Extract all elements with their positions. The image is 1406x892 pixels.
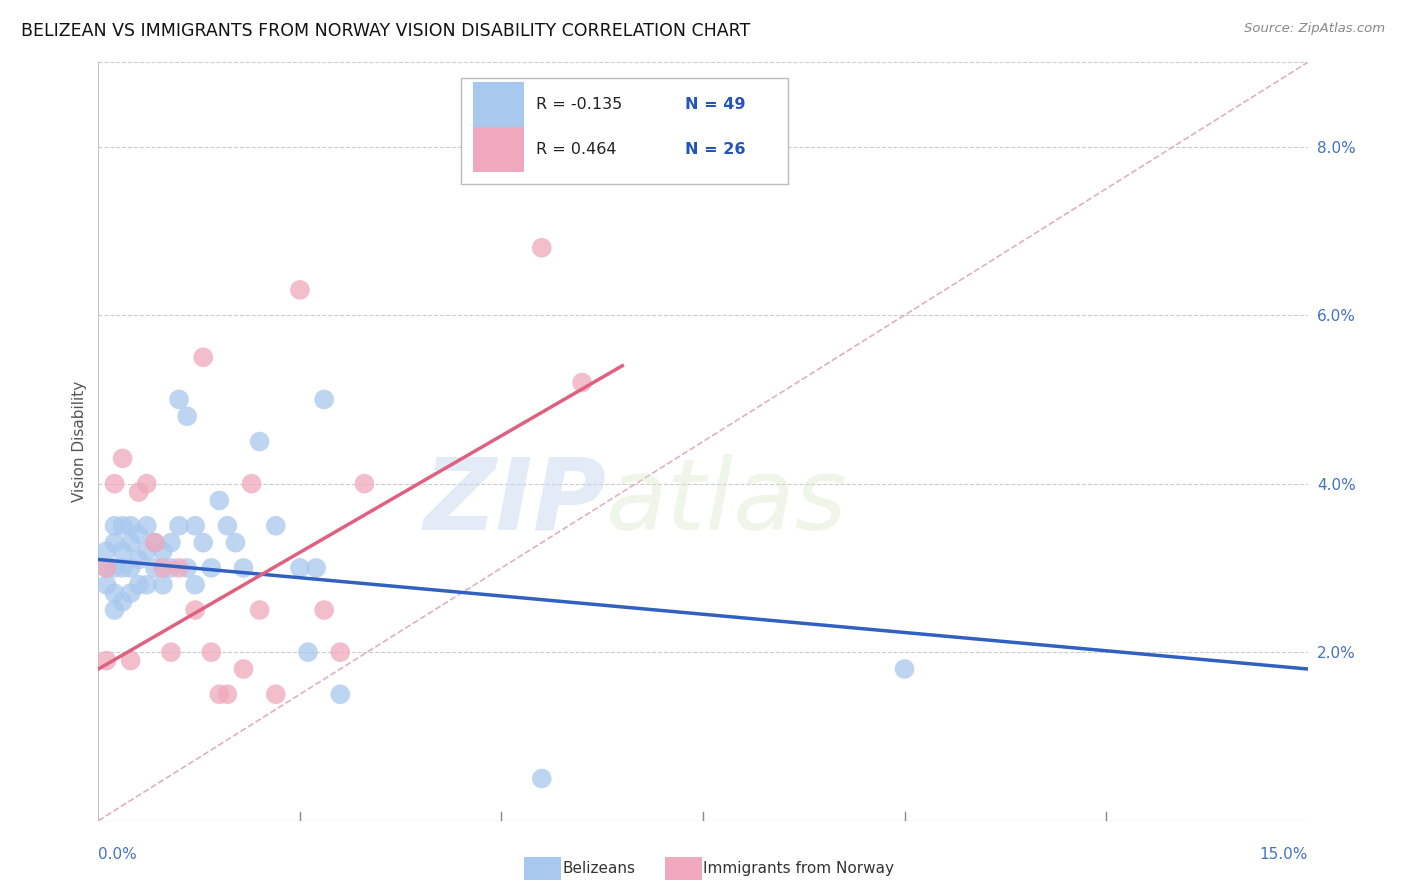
Point — [208, 493, 231, 508]
Point — [120, 586, 142, 600]
Point — [217, 518, 239, 533]
Point — [128, 485, 150, 500]
Point — [176, 409, 198, 424]
Point — [135, 578, 157, 592]
Point — [96, 654, 118, 668]
Point — [103, 603, 125, 617]
Point — [160, 535, 183, 549]
Point — [103, 535, 125, 549]
Point — [152, 578, 174, 592]
Point — [193, 351, 215, 365]
Point — [128, 527, 150, 541]
FancyBboxPatch shape — [474, 82, 524, 127]
Point — [167, 392, 190, 407]
Point — [111, 518, 134, 533]
Point — [103, 561, 125, 575]
Point — [200, 645, 222, 659]
Point — [232, 662, 254, 676]
Text: atlas: atlas — [606, 454, 848, 550]
Text: BELIZEAN VS IMMIGRANTS FROM NORWAY VISION DISABILITY CORRELATION CHART: BELIZEAN VS IMMIGRANTS FROM NORWAY VISIO… — [21, 22, 751, 40]
Point — [530, 241, 553, 255]
Point — [111, 561, 134, 575]
Point — [167, 518, 190, 533]
Text: R = 0.464: R = 0.464 — [536, 142, 617, 157]
Point — [314, 603, 336, 617]
Point — [184, 603, 207, 617]
Point — [264, 687, 287, 701]
Point — [167, 561, 190, 575]
Text: Immigrants from Norway: Immigrants from Norway — [703, 862, 894, 876]
Text: N = 49: N = 49 — [685, 96, 745, 112]
Point — [184, 518, 207, 533]
Point — [152, 561, 174, 575]
Point — [893, 662, 915, 676]
Point — [135, 544, 157, 558]
Point — [103, 476, 125, 491]
Point — [305, 561, 328, 575]
Point — [143, 535, 166, 549]
Point — [111, 451, 134, 466]
Text: N = 26: N = 26 — [685, 142, 745, 157]
Y-axis label: Vision Disability: Vision Disability — [72, 381, 87, 502]
Text: ZIP: ZIP — [423, 454, 606, 550]
Point — [160, 561, 183, 575]
Point — [111, 544, 134, 558]
Point — [103, 586, 125, 600]
Point — [96, 561, 118, 575]
Point — [143, 535, 166, 549]
Text: 0.0%: 0.0% — [98, 847, 138, 863]
Text: 15.0%: 15.0% — [1260, 847, 1308, 863]
Point — [152, 544, 174, 558]
Point — [96, 561, 118, 575]
Point — [96, 578, 118, 592]
Point — [288, 283, 311, 297]
Point — [217, 687, 239, 701]
Point — [297, 645, 319, 659]
Point — [240, 476, 263, 491]
Point — [329, 645, 352, 659]
Point — [103, 518, 125, 533]
Point — [143, 561, 166, 575]
Point — [353, 476, 375, 491]
Point — [530, 772, 553, 786]
Point — [208, 687, 231, 701]
Point — [120, 654, 142, 668]
Point — [160, 645, 183, 659]
Point — [111, 594, 134, 608]
Text: R = -0.135: R = -0.135 — [536, 96, 623, 112]
Point — [314, 392, 336, 407]
Point — [249, 603, 271, 617]
Text: Source: ZipAtlas.com: Source: ZipAtlas.com — [1244, 22, 1385, 36]
Point — [329, 687, 352, 701]
Point — [176, 561, 198, 575]
FancyBboxPatch shape — [474, 128, 524, 172]
Point — [571, 376, 593, 390]
Point — [120, 535, 142, 549]
Point — [128, 552, 150, 566]
Point — [200, 561, 222, 575]
Point — [264, 518, 287, 533]
Point — [288, 561, 311, 575]
Point — [224, 535, 246, 549]
FancyBboxPatch shape — [461, 78, 787, 184]
Point — [135, 476, 157, 491]
Point — [96, 544, 118, 558]
Point — [120, 561, 142, 575]
Point — [232, 561, 254, 575]
Point — [193, 535, 215, 549]
Point — [249, 434, 271, 449]
Point — [135, 518, 157, 533]
Point — [128, 578, 150, 592]
Point — [184, 578, 207, 592]
Text: Belizeans: Belizeans — [562, 862, 636, 876]
Point — [120, 518, 142, 533]
